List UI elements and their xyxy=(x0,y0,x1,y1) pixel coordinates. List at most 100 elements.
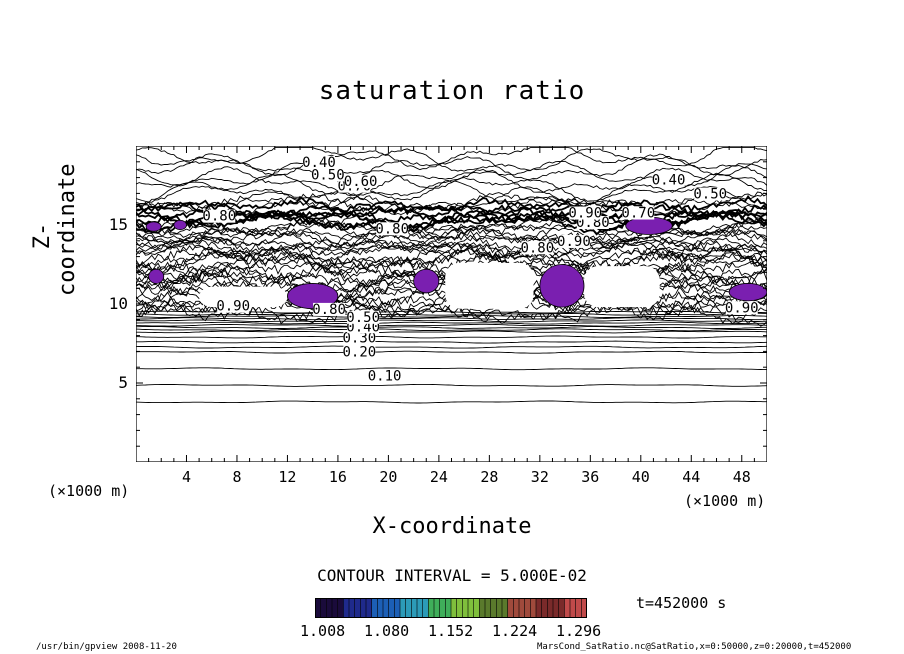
contour-line xyxy=(136,326,767,329)
colorbar-swatch xyxy=(439,598,446,618)
contour-line xyxy=(136,315,767,318)
contour-label: 0.90 xyxy=(216,299,250,315)
colorbar-label: 1.296 xyxy=(556,622,602,640)
contour-line xyxy=(136,186,767,217)
gap-region xyxy=(584,266,660,308)
contour-line xyxy=(136,194,767,221)
x-axis-unit: (×1000 m) xyxy=(684,492,766,510)
contour-line xyxy=(136,243,767,273)
x-tick-label: 40 xyxy=(631,468,650,486)
contour-label: 0.80 xyxy=(202,209,236,225)
colorbar-swatch xyxy=(360,598,366,618)
colorbar-swatch xyxy=(570,598,576,618)
colorbar-swatch xyxy=(405,598,412,618)
contour-label: 0.80 xyxy=(520,240,554,256)
colorbar-swatch xyxy=(490,598,497,618)
colorbar-swatch xyxy=(496,598,502,618)
contour-label: 0.80 xyxy=(375,221,409,237)
colorbar-swatch xyxy=(400,598,406,618)
colorbar-swatch xyxy=(428,598,434,618)
colorbar-swatch xyxy=(326,598,332,618)
shaded-region xyxy=(413,268,440,294)
x-tick-label: 8 xyxy=(232,468,242,486)
x-tick-label: 44 xyxy=(682,468,701,486)
shaded-region xyxy=(728,283,767,302)
x-tick-label: 28 xyxy=(480,468,499,486)
contour-label: 0.40 xyxy=(302,155,336,171)
x-tick-label: 4 xyxy=(181,468,191,486)
colorbar-swatch xyxy=(343,598,349,618)
contour-label: 0.60 xyxy=(344,174,378,190)
contour-label: 0.50 xyxy=(311,168,345,184)
contour-line xyxy=(136,367,767,371)
colorbar-swatch xyxy=(564,598,570,618)
contour-line xyxy=(136,166,767,197)
shaded-region xyxy=(539,264,585,308)
contour-line xyxy=(136,317,767,321)
contour-line xyxy=(136,383,767,387)
colorbar-swatch xyxy=(394,598,400,618)
x-axis-label: X-coordinate xyxy=(372,514,532,539)
shaded-region xyxy=(287,283,339,310)
contour-labels: 0.100.200.300.400.500.90 0.80 0.900.80 0.90… xyxy=(202,155,758,384)
y-axis-label: Z-coordinate xyxy=(30,163,80,296)
axis-ticks xyxy=(136,146,767,462)
contour-line xyxy=(136,312,767,316)
colorbar-swatch xyxy=(354,598,361,618)
contour-line xyxy=(136,237,767,261)
colorbar-swatch xyxy=(524,598,531,618)
colorbar xyxy=(315,598,587,618)
colorbar-label: 1.224 xyxy=(492,622,538,640)
chart-title: saturation ratio xyxy=(318,76,586,106)
colorbar-swatch xyxy=(451,598,457,618)
colorbar-swatch xyxy=(530,598,536,618)
colorbar-swatch xyxy=(422,598,429,618)
x-tick-label: 16 xyxy=(328,468,347,486)
colorbar-swatch xyxy=(434,598,440,618)
contour-label: 0.40 xyxy=(652,172,686,188)
contour-line xyxy=(136,250,767,281)
shaded-region xyxy=(173,219,187,231)
colorbar-swatch xyxy=(462,598,468,618)
colorbar-label: 1.080 xyxy=(364,622,410,640)
colorbar-label: 1.008 xyxy=(300,622,346,640)
colorbar-swatch xyxy=(473,598,480,618)
colorbar-swatch xyxy=(553,598,559,618)
colorbar-swatch xyxy=(468,598,474,618)
contour-line xyxy=(136,323,767,327)
colorbar-label: 1.152 xyxy=(428,622,474,640)
contour-line xyxy=(136,345,767,349)
colorbar-swatch xyxy=(519,598,525,618)
colorbar-swatch xyxy=(315,598,321,618)
x-tick-label: 36 xyxy=(581,468,600,486)
x-tick-label: 32 xyxy=(530,468,549,486)
time-label: t=452000 s xyxy=(636,594,727,612)
colorbar-swatch xyxy=(445,598,451,618)
contour-label: 0.30 xyxy=(343,330,377,346)
colorbar-swatch xyxy=(558,598,565,618)
colorbar-swatch xyxy=(411,598,417,618)
x-tick-label: 24 xyxy=(429,468,448,486)
contour-line xyxy=(136,227,767,249)
contour-line xyxy=(136,335,767,339)
contour-label: 0.50 xyxy=(346,310,380,326)
colorbar-swatch xyxy=(456,598,463,618)
colorbar-swatch xyxy=(541,598,548,618)
contour-line xyxy=(136,147,767,171)
contour-line xyxy=(136,215,767,238)
colorbar-swatch xyxy=(513,598,519,618)
contour-line xyxy=(136,191,767,215)
colorbar-swatch xyxy=(581,598,587,618)
footer-source: MarsCond_SatRatio.nc@SatRatio,x=0:50000,… xyxy=(537,642,852,652)
x-tick-label: 20 xyxy=(379,468,398,486)
contour-line xyxy=(136,350,767,354)
contour-line xyxy=(136,340,767,344)
y-tick-label: 10 xyxy=(108,294,128,313)
shaded-region xyxy=(148,268,165,284)
colorbar-swatch xyxy=(485,598,491,618)
contour-line xyxy=(136,328,767,332)
colorbar-swatch xyxy=(320,598,327,618)
contour-label: 0.50 xyxy=(693,187,727,203)
contour-label: 0.90 xyxy=(568,206,602,222)
colorbar-swatch xyxy=(332,598,338,618)
